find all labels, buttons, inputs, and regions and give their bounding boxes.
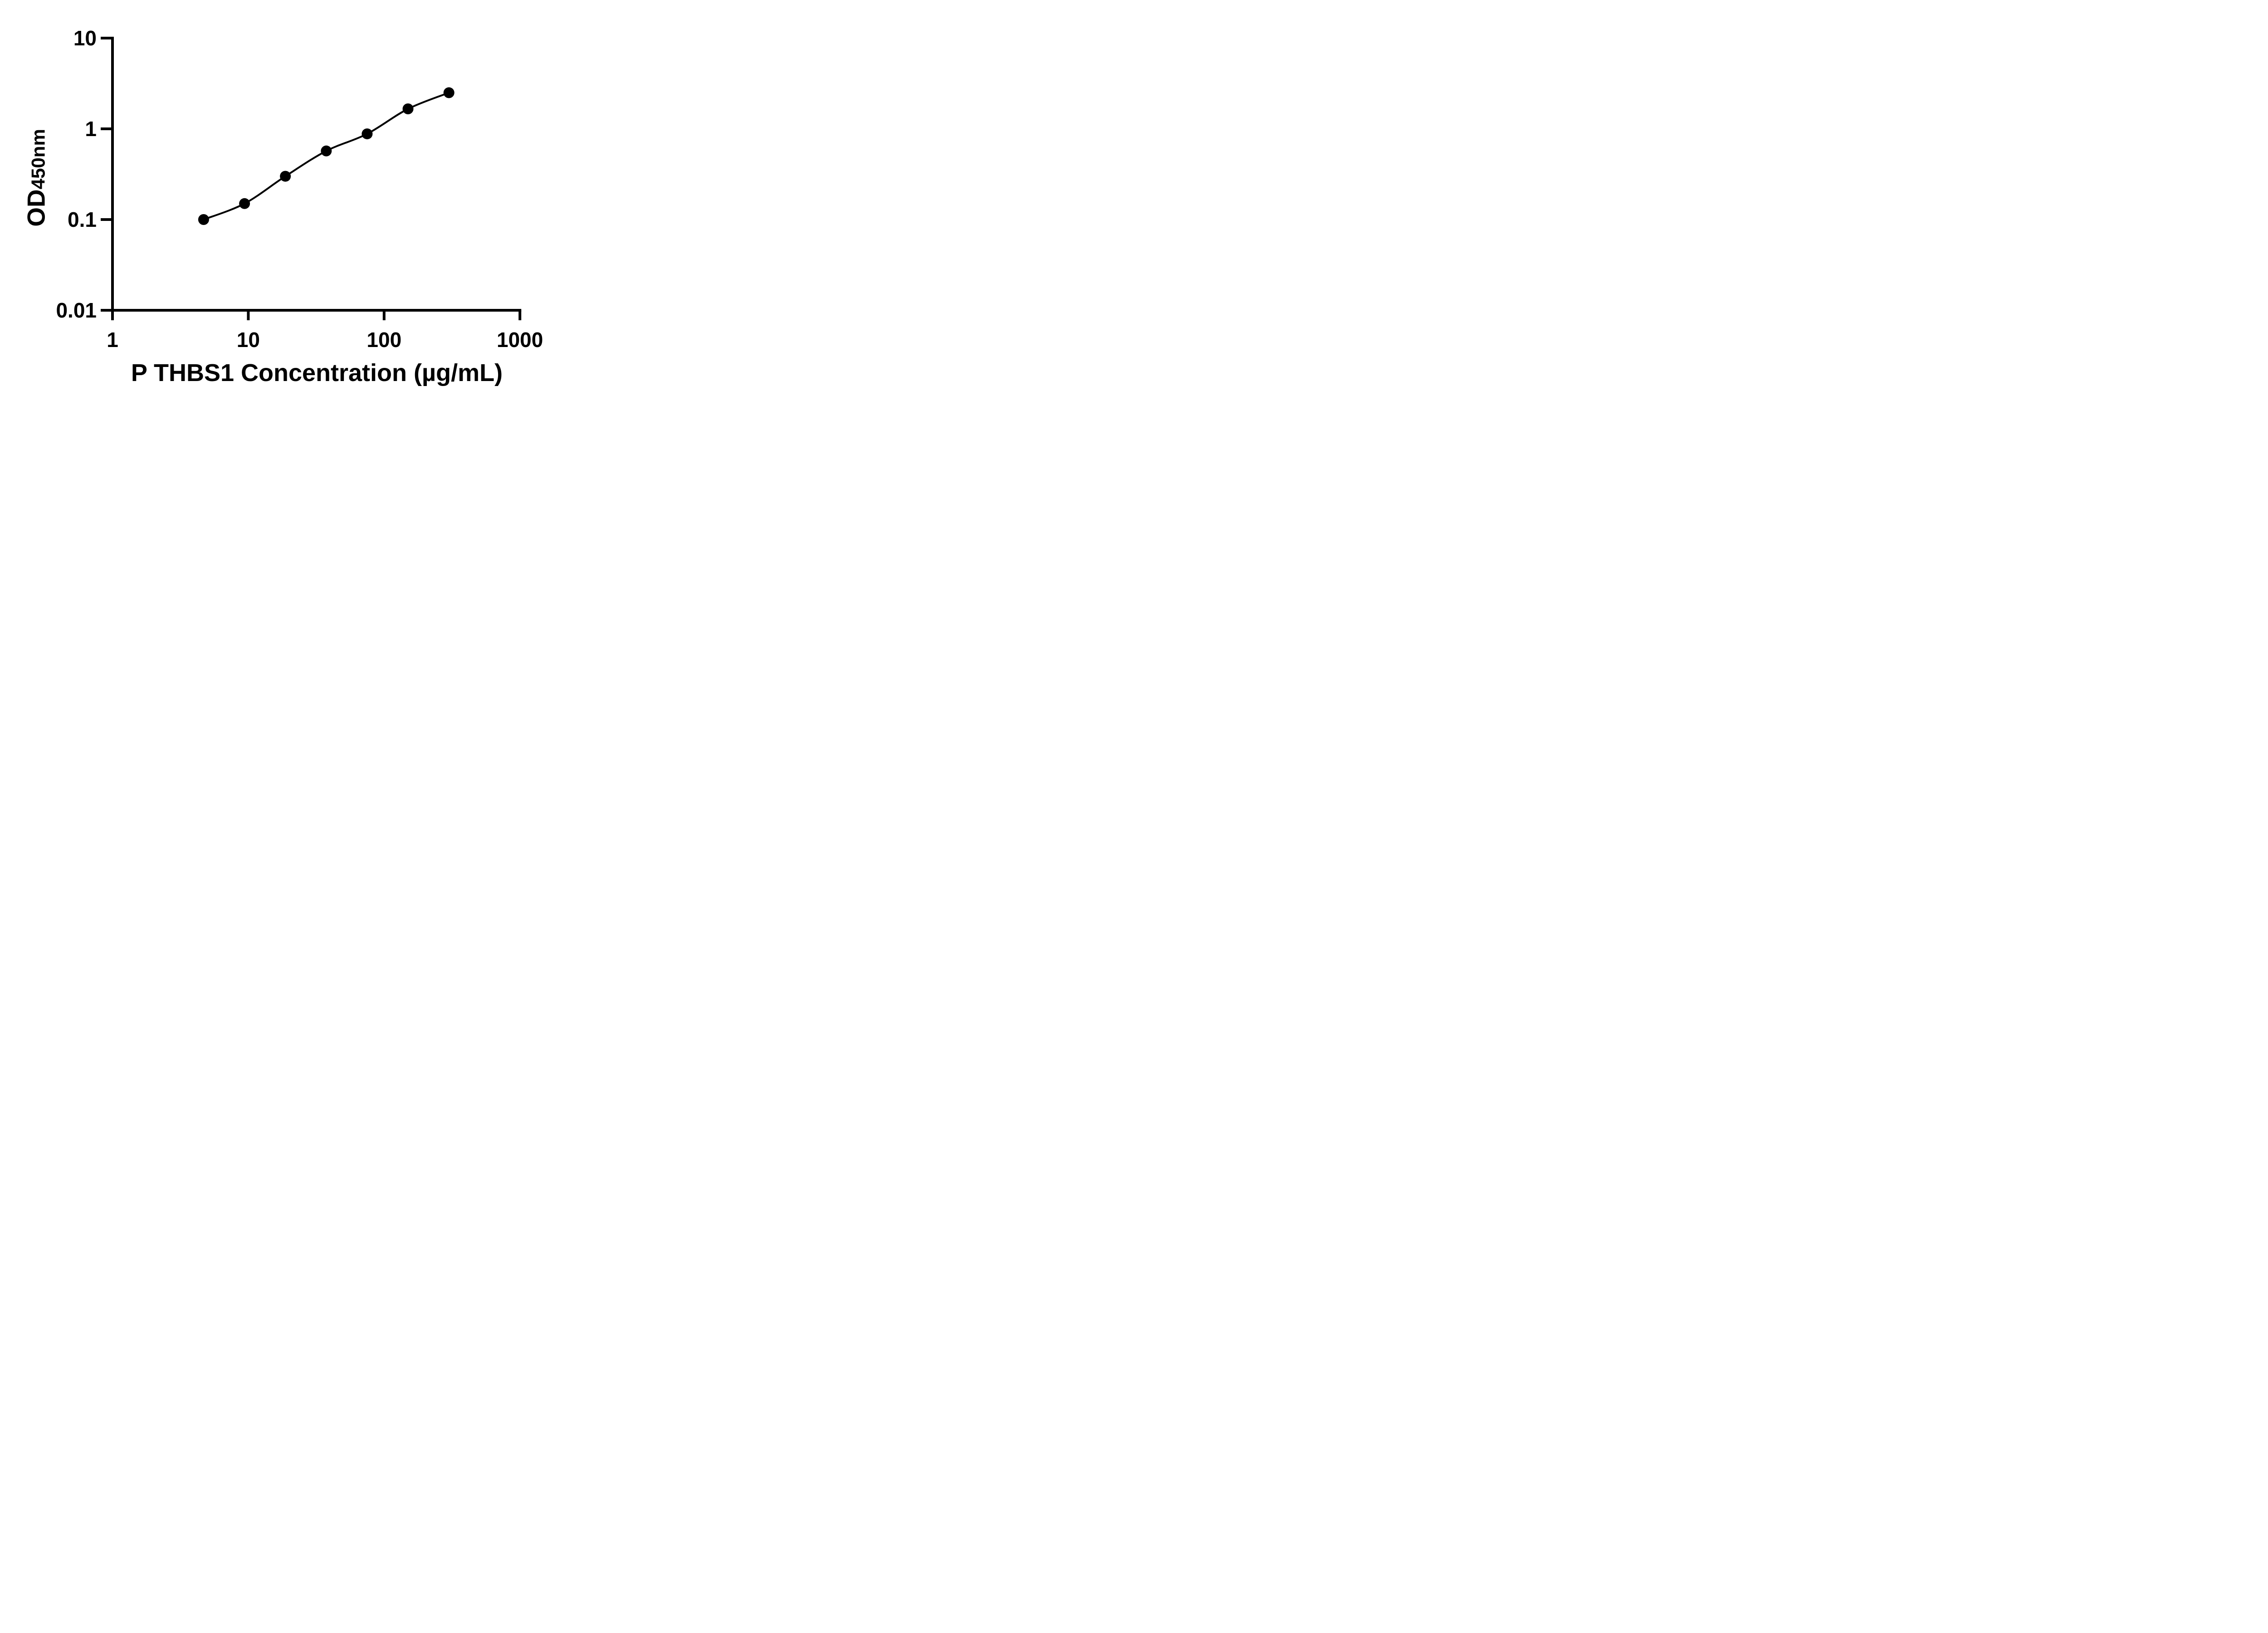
data-point (402, 103, 414, 114)
elisa-standard-curve-figure: OD450nm P THBS1 Concentration (µg/mL) 10… (0, 0, 583, 408)
y-tick-label: 0.01 (56, 298, 97, 322)
plot-area (101, 37, 522, 320)
x-tick-label: 100 (367, 328, 402, 352)
data-point (362, 128, 373, 140)
data-point (239, 198, 250, 209)
y-tick-label: 1 (85, 117, 97, 141)
y-tick-label: 0.1 (68, 208, 97, 231)
data-point (443, 87, 455, 98)
y-tick-label: 10 (73, 26, 97, 50)
x-tick-label: 1 (107, 328, 118, 352)
x-tick-label: 10 (236, 328, 260, 352)
x-tick-label: 1000 (497, 328, 543, 352)
x-axis-title: P THBS1 Concentration (µg/mL) (131, 359, 503, 386)
data-point (321, 145, 332, 156)
data-point (198, 214, 209, 225)
data-point (280, 171, 291, 182)
